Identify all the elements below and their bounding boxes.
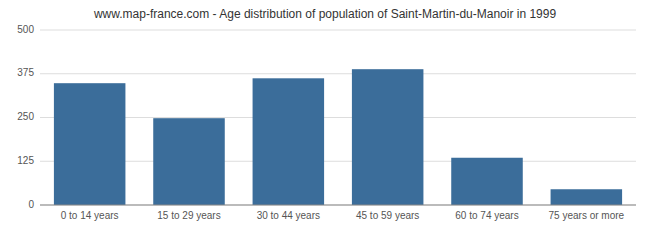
chart-title: www.map-france.com - Age distribution of…: [93, 7, 557, 21]
bar: [352, 69, 424, 205]
x-tick-label: 60 to 74 years: [455, 210, 518, 221]
y-tick-label: 0: [28, 199, 34, 210]
grid-line: [40, 117, 636, 118]
x-axis-line: [40, 205, 636, 206]
y-tick-label: 250: [17, 111, 34, 122]
x-axis: 0 to 14 years 15 to 29 years 30 to 44 year…: [61, 210, 625, 221]
bar: [551, 189, 623, 205]
page-body: {"chart_data": {"type": "bar", "title": …: [0, 0, 650, 229]
y-grid: [40, 30, 636, 205]
x-tick-label: 30 to 44 years: [257, 210, 320, 221]
chart-svg: 0 125 250 375 500 0 to 14 years 15 to 29 years…: [0, 0, 650, 229]
grid-line: [40, 73, 636, 74]
grid-line: [40, 205, 636, 206]
chart-container: 0 125 250 375 500 0 to 14 years 15 to 29 years…: [0, 0, 650, 229]
x-tick-label: 75 years or more: [549, 210, 625, 221]
y-tick-label: 125: [17, 155, 34, 166]
grid-line: [40, 30, 636, 31]
bar: [153, 118, 225, 205]
bars: [54, 69, 622, 205]
y-axis: 0 125 250 375 500: [17, 24, 34, 210]
x-tick-label: 45 to 59 years: [356, 210, 419, 221]
y-tick-label: 375: [17, 67, 34, 78]
x-tick-label: 0 to 14 years: [61, 210, 119, 221]
grid-line: [40, 161, 636, 162]
bar: [54, 83, 126, 205]
page: Chart html, body { margin: 0; padding: 0…: [0, 0, 650, 229]
x-tick-label: 15 to 29 years: [157, 210, 220, 221]
bar: [451, 158, 523, 205]
y-tick-label: 500: [17, 24, 34, 35]
bar: [253, 78, 325, 205]
